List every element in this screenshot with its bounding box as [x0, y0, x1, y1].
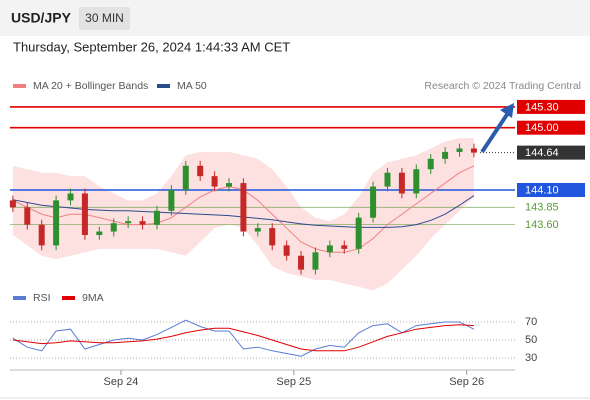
candle-body — [96, 231, 103, 235]
candle-body — [456, 148, 463, 152]
timestamp: Thursday, September 26, 2024 1:44:33 AM … — [13, 39, 290, 54]
legend-swatch — [62, 296, 75, 300]
y-tick-label: 50 — [525, 334, 537, 346]
legend-label: MA 50 — [177, 80, 207, 92]
candle-body — [125, 221, 132, 224]
legend-label: RSI — [33, 292, 51, 304]
candle-body — [341, 245, 348, 249]
candle-body — [9, 200, 16, 208]
candle-body — [24, 207, 31, 225]
candle-body — [413, 169, 420, 194]
candle-body — [211, 176, 218, 187]
level-label: 144.64 — [525, 147, 559, 159]
candle-body — [139, 221, 146, 225]
candle-body — [110, 223, 117, 232]
symbol: USD/JPY — [11, 10, 72, 26]
candle-body — [182, 165, 189, 190]
candle-body — [312, 252, 319, 270]
legend-swatch — [13, 84, 26, 88]
timeframe-box — [79, 7, 130, 30]
indicator-line — [12, 324, 474, 352]
legend-label: 9MA — [82, 292, 104, 304]
y-tick-label: 30 — [525, 352, 537, 364]
candle-body — [67, 193, 74, 201]
y-tick-label: 70 — [525, 316, 537, 328]
indicator-line — [12, 319, 475, 357]
candle-body — [269, 228, 276, 246]
candle-body — [398, 172, 405, 194]
legend-label: MA 20 + Bollinger Bands — [33, 80, 148, 92]
candle-body — [283, 245, 290, 256]
level-label: 143.60 — [525, 219, 559, 231]
candle-body — [298, 255, 305, 270]
x-tick-label: Sep 25 — [276, 376, 311, 388]
x-tick-label: Sep 24 — [104, 376, 139, 388]
candle-body — [240, 183, 247, 232]
candle-body — [38, 224, 45, 246]
candle-body — [53, 200, 60, 246]
candle-body — [442, 151, 449, 159]
candle-body — [470, 148, 477, 153]
candle-body — [168, 190, 175, 211]
candle-body — [384, 172, 391, 187]
source: Research © 2024 Trading Central — [424, 80, 581, 92]
candle-body — [81, 193, 88, 235]
level-label-box — [517, 120, 585, 135]
level-label-box — [517, 145, 585, 160]
candle-body — [254, 228, 261, 232]
legend-swatch — [13, 296, 26, 300]
timeframe: 30 MIN — [85, 11, 124, 25]
plot: MA 20 + Bollinger Bands MA 50 Research © 2… — [9, 80, 585, 388]
candle-body — [326, 245, 333, 253]
legend-swatch — [157, 84, 170, 88]
level-label-box — [517, 183, 585, 197]
level-label-box — [517, 99, 585, 114]
level-label: 145.00 — [525, 122, 559, 134]
x-tick-label: Sep 26 — [449, 376, 484, 388]
forecast-arrow-head — [500, 103, 514, 118]
candle-body — [153, 210, 160, 225]
level-label: 144.10 — [525, 184, 559, 196]
candle-body — [355, 217, 362, 249]
candle-body — [226, 183, 233, 187]
candle-body — [370, 186, 377, 218]
candle-body — [197, 165, 204, 177]
level-label: 143.85 — [525, 202, 559, 214]
forecast-arrow — [480, 111, 510, 154]
level-label: 145.30 — [525, 101, 559, 113]
candle-body — [427, 158, 434, 170]
